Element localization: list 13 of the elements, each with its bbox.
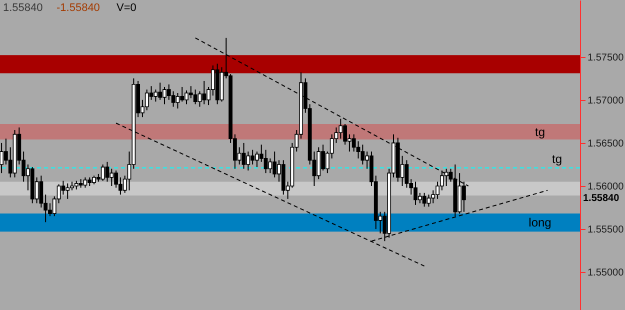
band-label: tg (534, 124, 546, 139)
y-tick-label: 1.57000 (588, 95, 624, 106)
y-tick-label: 1.56500 (588, 138, 624, 150)
ref-line-label: tg (552, 152, 562, 166)
y-tick-label: 1.55500 (588, 224, 624, 236)
annotation: 1.55840 (3, 2, 43, 14)
text: 1.55840 (583, 193, 620, 204)
annotation: V=0 (116, 2, 136, 14)
band-label: long (528, 216, 552, 230)
y-tick-label: 1.57500 (588, 52, 624, 64)
annotation: -1.55840 (56, 2, 100, 14)
y-tick-label: 1.55000 (588, 268, 624, 279)
y-tick-label: 1.56000 (588, 182, 624, 192)
